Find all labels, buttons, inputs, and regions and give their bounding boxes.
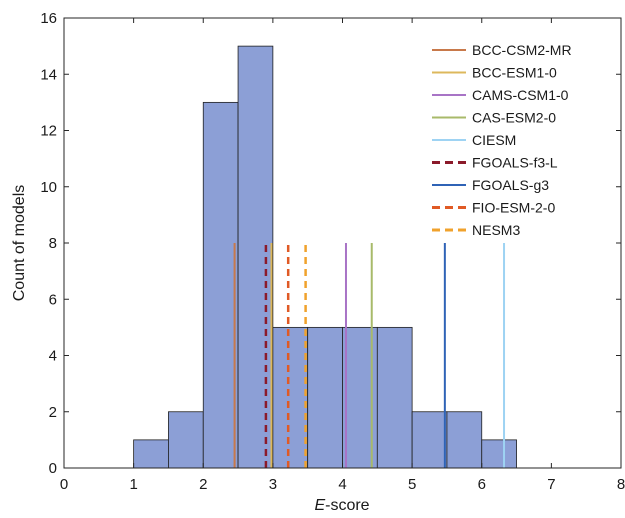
x-axis-title: E-score xyxy=(314,497,369,514)
histogram-bar xyxy=(133,439,169,469)
legend: BCC-CSM2-MR BCC-ESM1-0 CAMS-CSM1-0 CAS-ESM2… xyxy=(432,42,572,238)
x-tick-label: 7 xyxy=(547,476,555,493)
legend-label: NESM3 xyxy=(472,222,520,238)
legend-label: CAS-ESM2-0 xyxy=(472,110,556,126)
y-tick-label: 6 xyxy=(49,291,57,308)
legend-label: FGOALS-f3-L xyxy=(472,155,558,171)
legend-label: CIESM xyxy=(472,132,516,148)
y-tick-label: 4 xyxy=(49,348,57,365)
y-tick-label: 12 xyxy=(40,123,57,140)
histogram-bar xyxy=(202,101,239,469)
y-tick-label: 0 xyxy=(49,460,57,477)
histogram-bar xyxy=(237,45,274,469)
x-tick-label: 3 xyxy=(269,476,277,493)
histogram-bars xyxy=(133,45,517,469)
x-tick-label: 8 xyxy=(617,476,625,493)
x-tick-label: 1 xyxy=(129,476,137,493)
legend-label: CAMS-CSM1-0 xyxy=(472,87,569,103)
legend-label: BCC-CSM2-MR xyxy=(472,42,572,58)
x-axis-title-rest: -score xyxy=(325,497,370,514)
x-tick-label: 0 xyxy=(60,476,68,493)
model-score-lines xyxy=(233,243,506,468)
y-tick-label: 16 xyxy=(40,10,57,27)
x-tick-label: 4 xyxy=(338,476,346,493)
histogram-bar xyxy=(481,439,517,469)
y-tick-label: 8 xyxy=(49,235,57,252)
y-axis-title: Count of models xyxy=(11,185,28,302)
x-tick-label: 5 xyxy=(408,476,416,493)
x-tick-label: 6 xyxy=(478,476,486,493)
legend-label: BCC-ESM1-0 xyxy=(472,65,557,81)
histogram-bar xyxy=(272,326,309,469)
histogram-bar xyxy=(307,326,343,469)
x-axis-title-italic: E xyxy=(314,497,325,514)
y-tick-label: 14 xyxy=(40,66,57,83)
y-tick-label: 10 xyxy=(40,179,57,196)
x-tick-label: 2 xyxy=(199,476,207,493)
histogram-bar xyxy=(411,411,448,469)
legend-label: FIO-ESM-2-0 xyxy=(472,200,555,216)
histogram-bar xyxy=(376,326,413,469)
histogram-bar xyxy=(446,411,483,469)
histogram-bar xyxy=(168,411,204,469)
y-tick-label: 2 xyxy=(49,404,57,421)
legend-label: FGOALS-g3 xyxy=(472,177,549,193)
